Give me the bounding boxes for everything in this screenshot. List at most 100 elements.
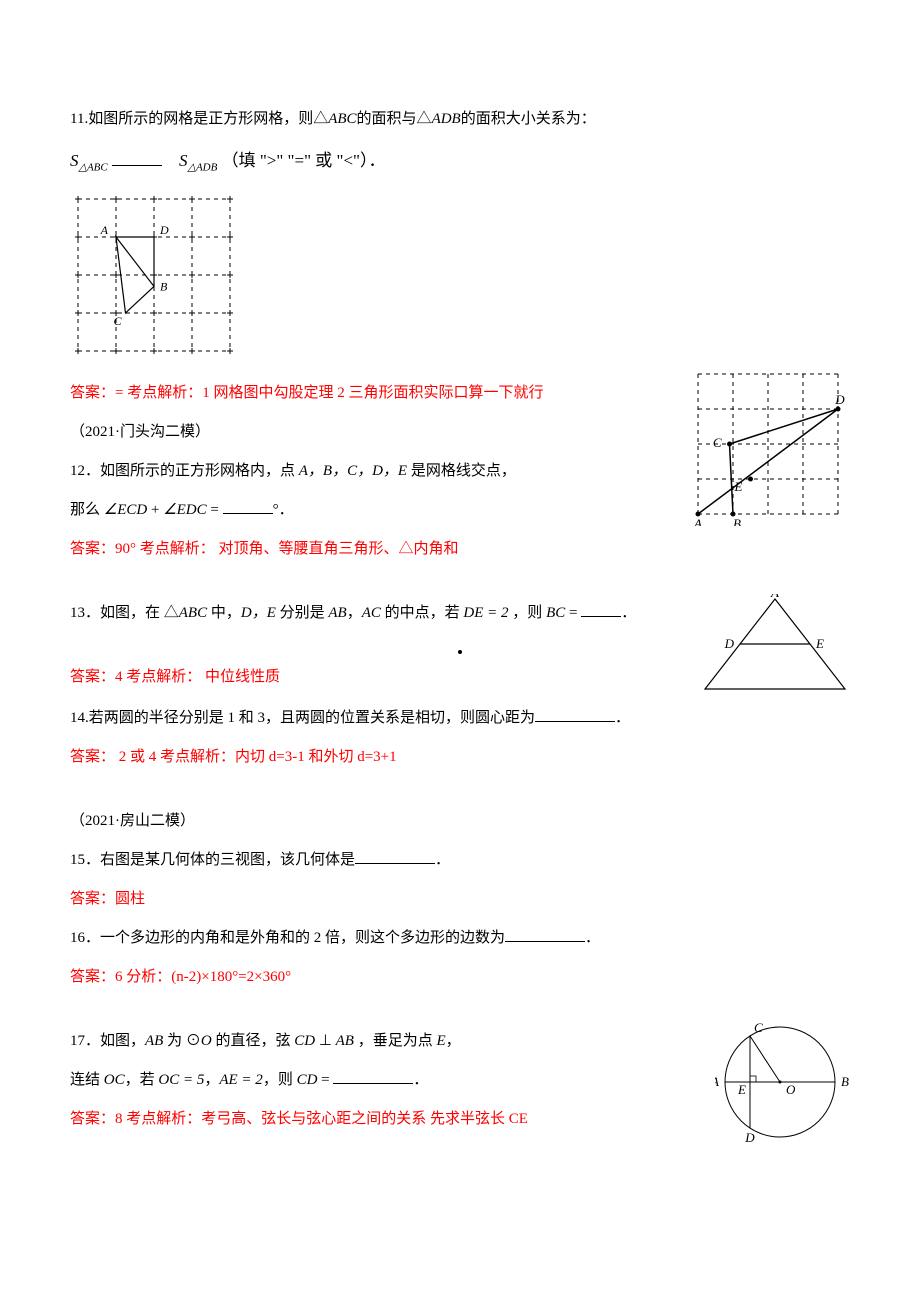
q11-S1: S [70,151,79,170]
q17-blank [333,1068,413,1084]
svg-text:D: D [724,636,735,651]
q17-ab2: AB [336,1033,354,1049]
q15-period: ． [435,852,450,868]
q17-t2: 为 ⊙ [163,1033,201,1049]
q17-t8: ， [204,1072,219,1088]
q11-grid-svg: A D B C [70,191,240,361]
q12-pts: A，B，C，D，E [299,463,407,479]
svg-text:C: C [713,435,722,450]
q13-t2: 中， [207,605,241,621]
svg-text:D: D [159,223,169,237]
q17-t9: ，则 [263,1072,297,1088]
q13-c: ， [347,605,362,621]
q12-a2: ∠EDC [163,502,206,518]
q13-t3: 分别是 [276,605,329,621]
q13-period: ． [621,605,636,621]
q15-blank [355,848,435,864]
q11-line1: 11.如图所示的网格是正方形网格，则△ABC的面积与△ADB的面积大小关系为： [70,100,850,139]
q17-t6: 连结 [70,1072,104,1088]
q12-plus: + [147,502,163,518]
q17-e: E [436,1033,445,1049]
q13-eq: = [565,605,581,621]
q11-sub1: △ABC [79,161,108,173]
q12-eq: = [207,502,223,518]
q17-ocval: OC = 5 [158,1072,204,1088]
svg-text:A: A [715,1074,719,1089]
q13-figure: ABCDE [700,594,850,699]
q13-de: D，E [241,605,276,621]
q17-t1: 17．如图， [70,1033,145,1049]
q17-cd: CD [294,1033,315,1049]
q14-blank [535,706,615,722]
q12-a1: ∠ECD [104,502,147,518]
q13-ab: AB [328,605,346,621]
q15-line: 15．右图是某几何体的三视图，该几何体是 ． [70,841,850,880]
q13-deexp: DE = 2 [463,605,508,621]
svg-text:A: A [770,594,779,600]
svg-text:D: D [744,1130,755,1145]
svg-text:E: E [815,636,824,651]
q11-adb: ADB [432,111,461,127]
q17-t7: ，若 [125,1072,159,1088]
q11-blank [112,148,162,166]
q13-bc: BC [546,605,565,621]
q13-t5: ，则 [509,605,547,621]
q13-tri: ABC [179,605,207,621]
q17-aeval: AE = 2 [219,1072,262,1088]
q16-blank [505,926,585,942]
svg-text:B: B [841,1074,849,1089]
q16-line: 16．一个多边形的内角和是外角和的 2 倍，则这个多边形的边数为 ． [70,919,850,958]
q12-grid-svg: ABCDE [690,366,850,526]
q12-text2: 是网格线交点， [407,463,516,479]
q12-figure: ABCDE [690,366,850,531]
source-15: （2021·房山二模） [70,802,850,841]
q16-period: ． [585,930,600,946]
q11-text1: 11.如图所示的网格是正方形网格，则△ [70,111,328,127]
svg-text:E: E [737,1082,746,1097]
q17-perp: ⊥ [315,1033,336,1049]
q13-blank [581,601,621,617]
q17-eq: = [317,1072,333,1088]
q17-circle-svg: A B O E C D [715,1022,850,1147]
q13-ac: AC [362,605,381,621]
q14-text: 14.若两圆的半径分别是 1 和 3，且两圆的位置关系是相切，则圆心距为 [70,710,535,726]
q11-sub2: △ADB [188,161,218,173]
q13-t1: 13．如图，在 △ [70,605,179,621]
svg-text:A: A [100,223,109,237]
q16-text: 16．一个多边形的内角和是外角和的 2 倍，则这个多边形的边数为 [70,930,505,946]
q12-t3p: 那么 [70,502,104,518]
q12-answer: 答案：90° 考点解析： 对顶角、等腰直角三角形、△内角和 [70,530,850,569]
q15-text: 15．右图是某几何体的三视图，该几何体是 [70,852,355,868]
q17-ab: AB [145,1033,163,1049]
svg-text:C: C [754,1022,763,1035]
q11-S2: S [179,151,188,170]
q17-t4: ，垂足为点 [354,1033,437,1049]
q12-deg: °． [273,502,294,518]
q11-tail: （填 ">" "=" 或 "<"）． [222,151,386,170]
svg-text:B: B [733,516,741,526]
svg-text:E: E [734,479,743,494]
center-dot-icon [458,650,462,654]
q11-formula: S△ABC S△ADB （填 ">" "=" 或 "<"）． [70,139,850,183]
svg-text:B: B [160,280,168,294]
q14-line: 14.若两圆的半径分别是 1 和 3，且两圆的位置关系是相切，则圆心距为 ． [70,699,850,738]
q14-answer: 答案： 2 或 4 考点解析：内切 d=3-1 和外切 d=3+1 [70,738,850,777]
svg-text:O: O [786,1082,796,1097]
q17-t5: ， [446,1033,461,1049]
q14-period: ． [615,710,630,726]
q17-cd2: CD [297,1072,318,1088]
q16-answer: 答案：6 分析：(n-2)×180°=2×360° [70,958,850,997]
q11-text3: 的面积大小关系为： [461,111,596,127]
page-container: 11.如图所示的网格是正方形网格，则△ABC的面积与△ADB的面积大小关系为： … [0,0,920,1302]
q15-answer: 答案：圆柱 [70,880,850,919]
q11-abc: ABC [328,111,356,127]
q13-t4: 的中点，若 [381,605,464,621]
svg-text:C: C [113,314,122,328]
q17-oc: OC [104,1072,125,1088]
q17-figure: A B O E C D [715,1022,850,1152]
q12-blank [223,498,273,514]
q17-t3: 的直径，弦 [212,1033,295,1049]
q13-triangle-svg: ABCDE [700,594,850,694]
q11-text2: 的面积与△ [357,111,432,127]
svg-text:A: A [693,516,702,526]
